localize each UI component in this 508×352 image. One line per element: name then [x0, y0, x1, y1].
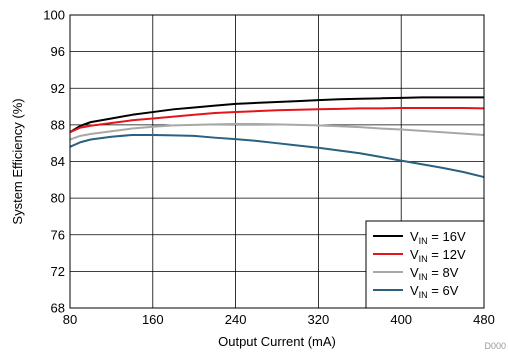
figure-id-label: D000	[484, 341, 506, 351]
x-tick-label: 80	[63, 312, 77, 327]
x-tick-label: 240	[225, 312, 247, 327]
series-line-1	[69, 96, 484, 134]
legend-label-1: VIN = 16V	[410, 229, 466, 246]
y-tick-label: 80	[51, 191, 65, 206]
y-tick-label: 68	[51, 301, 65, 316]
legend-label-3: VIN = 8V	[410, 265, 459, 282]
series-line-4	[69, 133, 485, 179]
legend-label-2: VIN = 12V	[410, 247, 466, 264]
x-tick-labels: 80 160 240 320 400 480	[63, 312, 495, 327]
y-axis-label: System Efficiency (%)	[10, 98, 25, 224]
legend-box	[365, 220, 485, 309]
series-line-2	[69, 106, 485, 134]
series-line-3	[69, 122, 485, 141]
y-tick-label: 84	[51, 154, 65, 169]
y-tick-label: 92	[51, 81, 65, 96]
x-tick-label: 400	[390, 312, 412, 327]
series-lines	[69, 96, 485, 179]
x-axis-label: Output Current (mA)	[218, 334, 336, 349]
x-tick-label: 480	[473, 312, 495, 327]
plot-frame	[69, 14, 485, 309]
y-tick-label: 100	[43, 8, 65, 23]
y-tick-label: 96	[51, 44, 65, 59]
y-tick-label: 72	[51, 264, 65, 279]
y-tick-label: 88	[51, 117, 65, 132]
legend-label-4: VIN = 6V	[410, 283, 459, 300]
y-tick-label: 76	[51, 227, 65, 242]
x-tick-label: 160	[142, 312, 164, 327]
y-tick-labels: 68 72 76 80 84 88 92 96 100	[43, 8, 65, 316]
x-tick-label: 320	[308, 312, 330, 327]
